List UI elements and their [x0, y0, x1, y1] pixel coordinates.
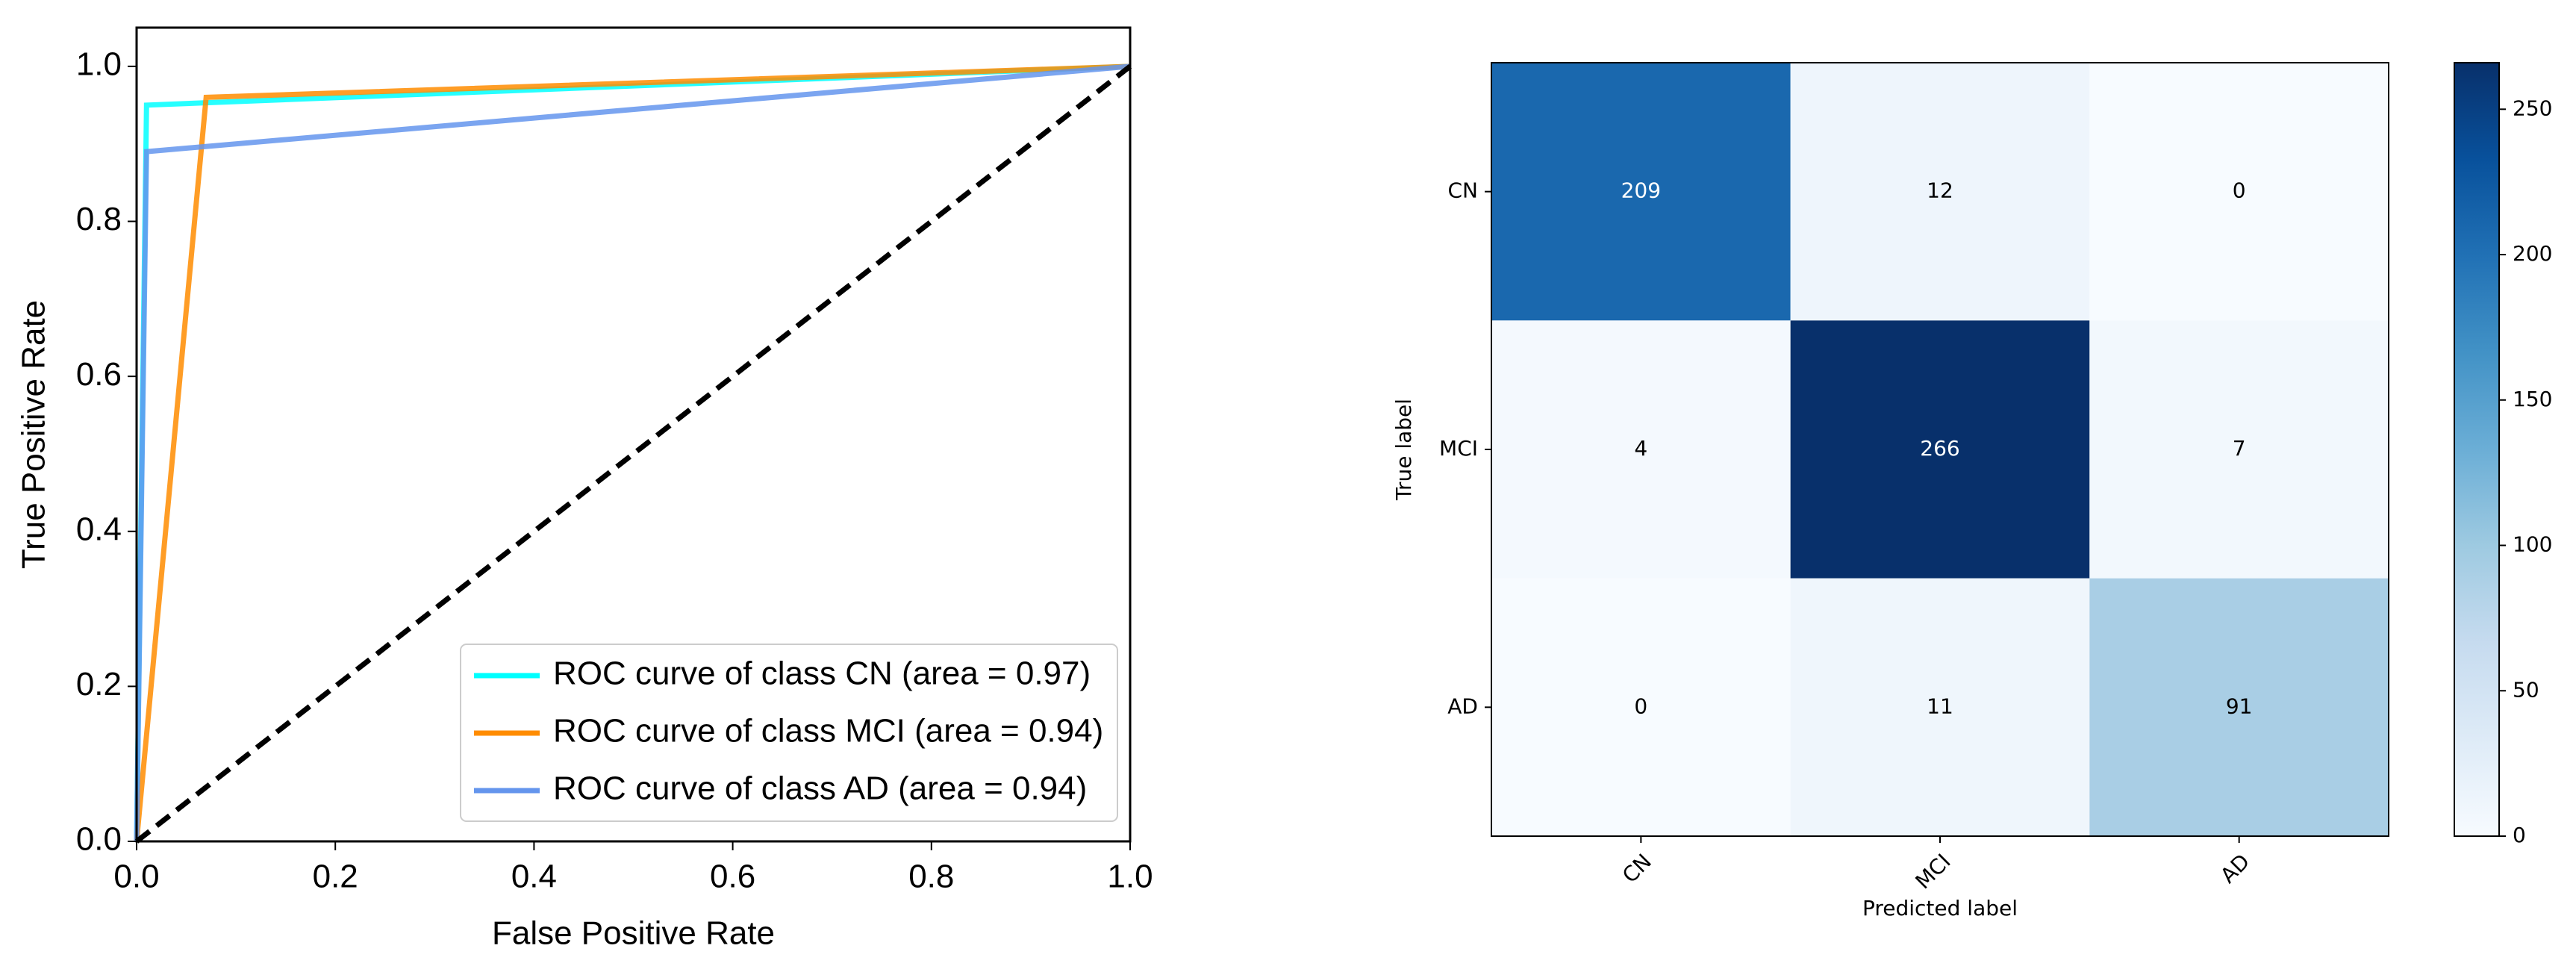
roc-chart: 0.0 0.2 0.4 0.6 0.8 1.0 0.0 0.2 0.4 0.6 0.8 1.0 Fals…	[16, 26, 1153, 952]
roc-curve	[134, 63, 1131, 842]
y-tick-label: CN	[1448, 178, 1479, 203]
x-tick-label: 0.6	[710, 859, 755, 895]
colorbar-tick-label: 200	[2513, 241, 2552, 266]
colorbar-tick-label: 50	[2513, 677, 2539, 702]
legend-box	[460, 644, 1118, 822]
cell-label: 0	[2233, 178, 2246, 203]
colorbar-tick-label: 0	[2513, 823, 2526, 847]
cell-label: 4	[1634, 436, 1647, 461]
y-axis-label: True Positive Rate	[16, 300, 52, 569]
y-tick-label: 0.8	[76, 201, 122, 237]
x-tick-label: AD	[2215, 849, 2254, 888]
y-tick-label: MCI	[1439, 436, 1478, 461]
y-axis-label: True label	[1391, 399, 1416, 501]
legend-label: ROC curve of class CN (area = 0.97)	[553, 655, 1091, 692]
matrix-cell	[2089, 578, 2389, 836]
colorbar	[2454, 62, 2500, 837]
legend-label: ROC curve of class MCI (area = 0.94)	[553, 713, 1103, 750]
cell-label: 7	[2233, 436, 2246, 461]
legend-label: ROC curve of class AD (area = 0.94)	[553, 770, 1087, 807]
cell-label: 91	[2226, 694, 2253, 718]
y-tick-label: AD	[1447, 694, 1478, 718]
colorbar-tick-label: 250	[2513, 96, 2552, 120]
matrix-cell	[1491, 320, 1791, 579]
x-tick-label: MCI	[1911, 849, 1956, 894]
y-tick-label: 1.0	[76, 46, 122, 83]
y-tick-label: 0.6	[76, 356, 122, 393]
x-axis-label: Predicted label	[1862, 896, 2018, 921]
matrix-cell	[1790, 578, 2090, 836]
x-tick-label: 0.8	[908, 859, 954, 895]
y-tick-label: 0.4	[76, 511, 122, 547]
x-tick-label: CN	[1618, 849, 1656, 888]
x-tick-label: 0.0	[113, 859, 159, 895]
matrix-cell	[1491, 63, 1791, 321]
x-tick-label: 0.4	[511, 859, 557, 895]
matrix-cell	[1491, 578, 1791, 836]
x-tick-label: 1.0	[1107, 859, 1153, 895]
cell-label: 266	[1920, 436, 1959, 461]
cell-label: 11	[1927, 694, 1953, 718]
colorbar-tick-label: 150	[2513, 387, 2552, 411]
matrix-cell	[2089, 63, 2389, 321]
y-tick-label: 0.0	[76, 821, 122, 858]
matrix-cell	[1790, 320, 2090, 579]
y-tick-label: 0.2	[76, 666, 122, 703]
colorbar-tick-label: 100	[2513, 532, 2552, 557]
x-axis-label: False Positive Rate	[492, 915, 775, 952]
chance-line	[134, 64, 1132, 844]
confusion-matrix: 209 12 0 4 266 7 0 11 91 CN MCI AD CN MCI AD Predicted …	[1391, 62, 2552, 921]
cell-label: 0	[1634, 694, 1647, 718]
plot-frame	[135, 26, 1132, 843]
matrix-cell	[2089, 320, 2389, 579]
cell-label: 12	[1927, 178, 1953, 203]
cell-label: 209	[1621, 178, 1661, 203]
roc-curve	[134, 63, 1131, 842]
x-tick-label: 0.2	[313, 859, 358, 895]
matrix-cell	[1790, 63, 2090, 321]
